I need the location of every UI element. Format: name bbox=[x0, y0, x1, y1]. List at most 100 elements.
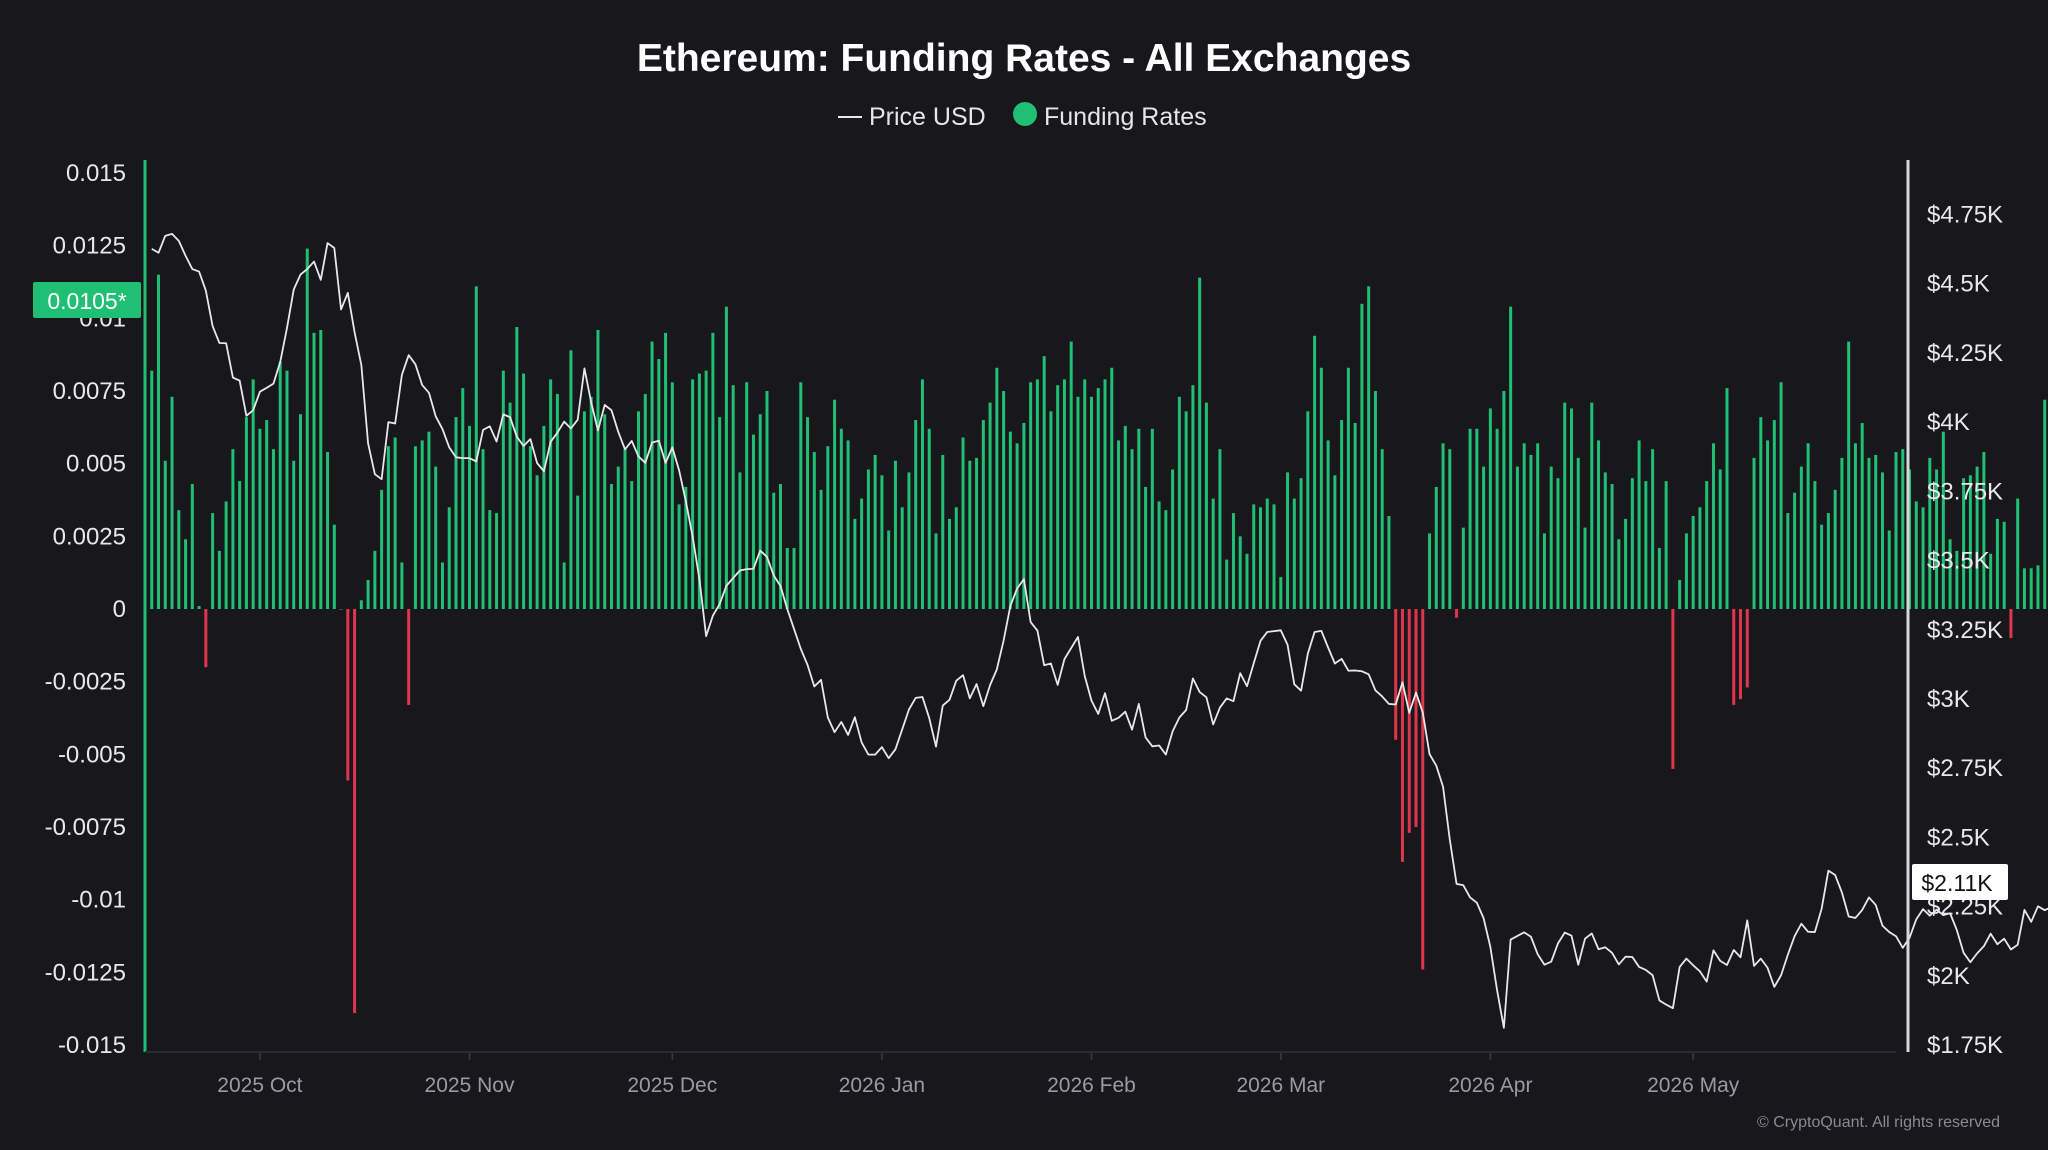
funding-bar bbox=[271, 449, 275, 609]
funding-bar bbox=[1928, 457, 1932, 609]
funding-bar bbox=[914, 420, 918, 609]
funding-bar bbox=[1914, 501, 1918, 609]
funding-bar bbox=[812, 452, 816, 609]
funding-bar bbox=[860, 498, 864, 609]
funding-bar bbox=[150, 370, 154, 609]
funding-bar bbox=[339, 609, 343, 610]
x-tick-label: 2026 Mar bbox=[1236, 1074, 1325, 1097]
funding-bar bbox=[1597, 440, 1601, 609]
legend-price-label[interactable]: Price USD bbox=[869, 103, 986, 131]
funding-bar bbox=[1630, 478, 1634, 609]
funding-bar bbox=[1407, 609, 1411, 833]
funding-bar bbox=[1617, 539, 1621, 609]
funding-bar bbox=[515, 327, 519, 609]
funding-bar bbox=[1428, 533, 1432, 609]
funding-bar bbox=[535, 475, 539, 609]
funding-bar bbox=[508, 402, 512, 609]
left-y-tick-label: -0.015 bbox=[58, 1032, 126, 1059]
funding-bar bbox=[1779, 382, 1783, 609]
funding-bar bbox=[609, 484, 613, 609]
left-y-tick-label: -0.0075 bbox=[45, 814, 126, 841]
funding-bar bbox=[353, 609, 357, 1014]
funding-bar bbox=[413, 446, 417, 609]
funding-bar bbox=[975, 457, 979, 609]
funding-bar bbox=[711, 332, 715, 609]
funding-bar bbox=[1509, 306, 1513, 609]
funding-bar bbox=[1847, 341, 1851, 609]
funding-bar bbox=[1299, 478, 1303, 609]
funding-bar bbox=[1853, 443, 1857, 609]
right-y-tick-label: $3.5K bbox=[1927, 548, 1990, 575]
current-funding-value: 0.0105* bbox=[47, 288, 126, 314]
x-tick-label: 2026 May bbox=[1647, 1074, 1740, 1097]
funding-bar bbox=[630, 481, 634, 609]
funding-bar bbox=[1211, 498, 1215, 609]
funding-bar bbox=[657, 359, 661, 609]
left-y-tick-label: 0.0075 bbox=[53, 378, 126, 405]
funding-bar bbox=[1799, 466, 1803, 609]
funding-bar bbox=[204, 609, 208, 668]
funding-bar bbox=[1346, 367, 1350, 609]
right-y-tick-label: $2K bbox=[1927, 963, 1970, 990]
right-y-tick-label: $3.25K bbox=[1927, 617, 2003, 644]
left-y-tick-label: 0.0025 bbox=[53, 523, 126, 550]
funding-bar bbox=[745, 382, 749, 609]
funding-bar bbox=[2016, 498, 2020, 609]
funding-bar bbox=[258, 428, 262, 609]
funding-bar bbox=[1766, 440, 1770, 609]
funding-bar bbox=[1461, 527, 1465, 609]
x-tick-label: 2025 Nov bbox=[425, 1074, 515, 1097]
current-price-value: $2.11K bbox=[1921, 870, 1993, 896]
funding-bar bbox=[298, 414, 302, 609]
funding-bar bbox=[1826, 513, 1830, 609]
funding-bar bbox=[2043, 399, 2047, 609]
funding-bar bbox=[211, 513, 215, 609]
funding-bar bbox=[1225, 559, 1229, 609]
funding-bar bbox=[359, 600, 363, 609]
funding-bar bbox=[684, 486, 688, 609]
legend[interactable]: Price USD Funding Rates bbox=[838, 102, 1207, 131]
funding-bar bbox=[1603, 472, 1607, 609]
right-y-axis-ticks: $4.75K $4.5K $4.25K $4K $3.75K $3.5K $3.25K $3K… bbox=[1927, 202, 2003, 1060]
right-y-tick-label: $4.25K bbox=[1927, 340, 2003, 367]
funding-bar bbox=[1157, 501, 1161, 609]
funding-bar bbox=[765, 391, 769, 609]
funding-bar bbox=[846, 440, 850, 609]
funding-bar bbox=[400, 562, 404, 609]
funding-bar bbox=[217, 550, 221, 609]
funding-bar bbox=[1941, 431, 1945, 609]
x-tick-label: 2026 Apr bbox=[1448, 1074, 1532, 1097]
funding-bar bbox=[1360, 303, 1364, 609]
funding-bar bbox=[731, 385, 735, 609]
funding-bar bbox=[691, 379, 695, 609]
funding-bar bbox=[1400, 609, 1404, 862]
funding-bar bbox=[1117, 440, 1121, 609]
funding-bar bbox=[1272, 504, 1276, 609]
funding-bar bbox=[373, 550, 377, 609]
funding-bar bbox=[1772, 420, 1776, 609]
legend-funding-label[interactable]: Funding Rates bbox=[1044, 103, 1207, 131]
funding-bar bbox=[1793, 492, 1797, 609]
x-tick-label: 2026 Feb bbox=[1047, 1074, 1136, 1097]
funding-bar bbox=[1008, 431, 1012, 609]
funding-bar bbox=[555, 393, 559, 609]
funding-bar bbox=[677, 504, 681, 609]
funding-bar bbox=[1204, 402, 1208, 609]
funding-bar bbox=[1286, 472, 1290, 609]
funding-bar bbox=[806, 417, 810, 609]
funding-bar bbox=[1238, 536, 1242, 609]
funding-bar bbox=[1549, 466, 1553, 609]
funding-bar bbox=[177, 510, 181, 609]
funding-bar bbox=[481, 449, 485, 609]
funding-bar bbox=[1820, 524, 1824, 609]
funding-bar bbox=[1292, 498, 1296, 609]
funding-bar bbox=[1035, 379, 1039, 609]
x-tick-label: 2025 Dec bbox=[627, 1074, 717, 1097]
funding-bar bbox=[1664, 481, 1668, 609]
funding-bar bbox=[1252, 504, 1256, 609]
funding-bar bbox=[501, 370, 505, 609]
funding-bar bbox=[224, 501, 228, 609]
funding-bar bbox=[1644, 481, 1648, 609]
funding-bar bbox=[934, 533, 938, 609]
